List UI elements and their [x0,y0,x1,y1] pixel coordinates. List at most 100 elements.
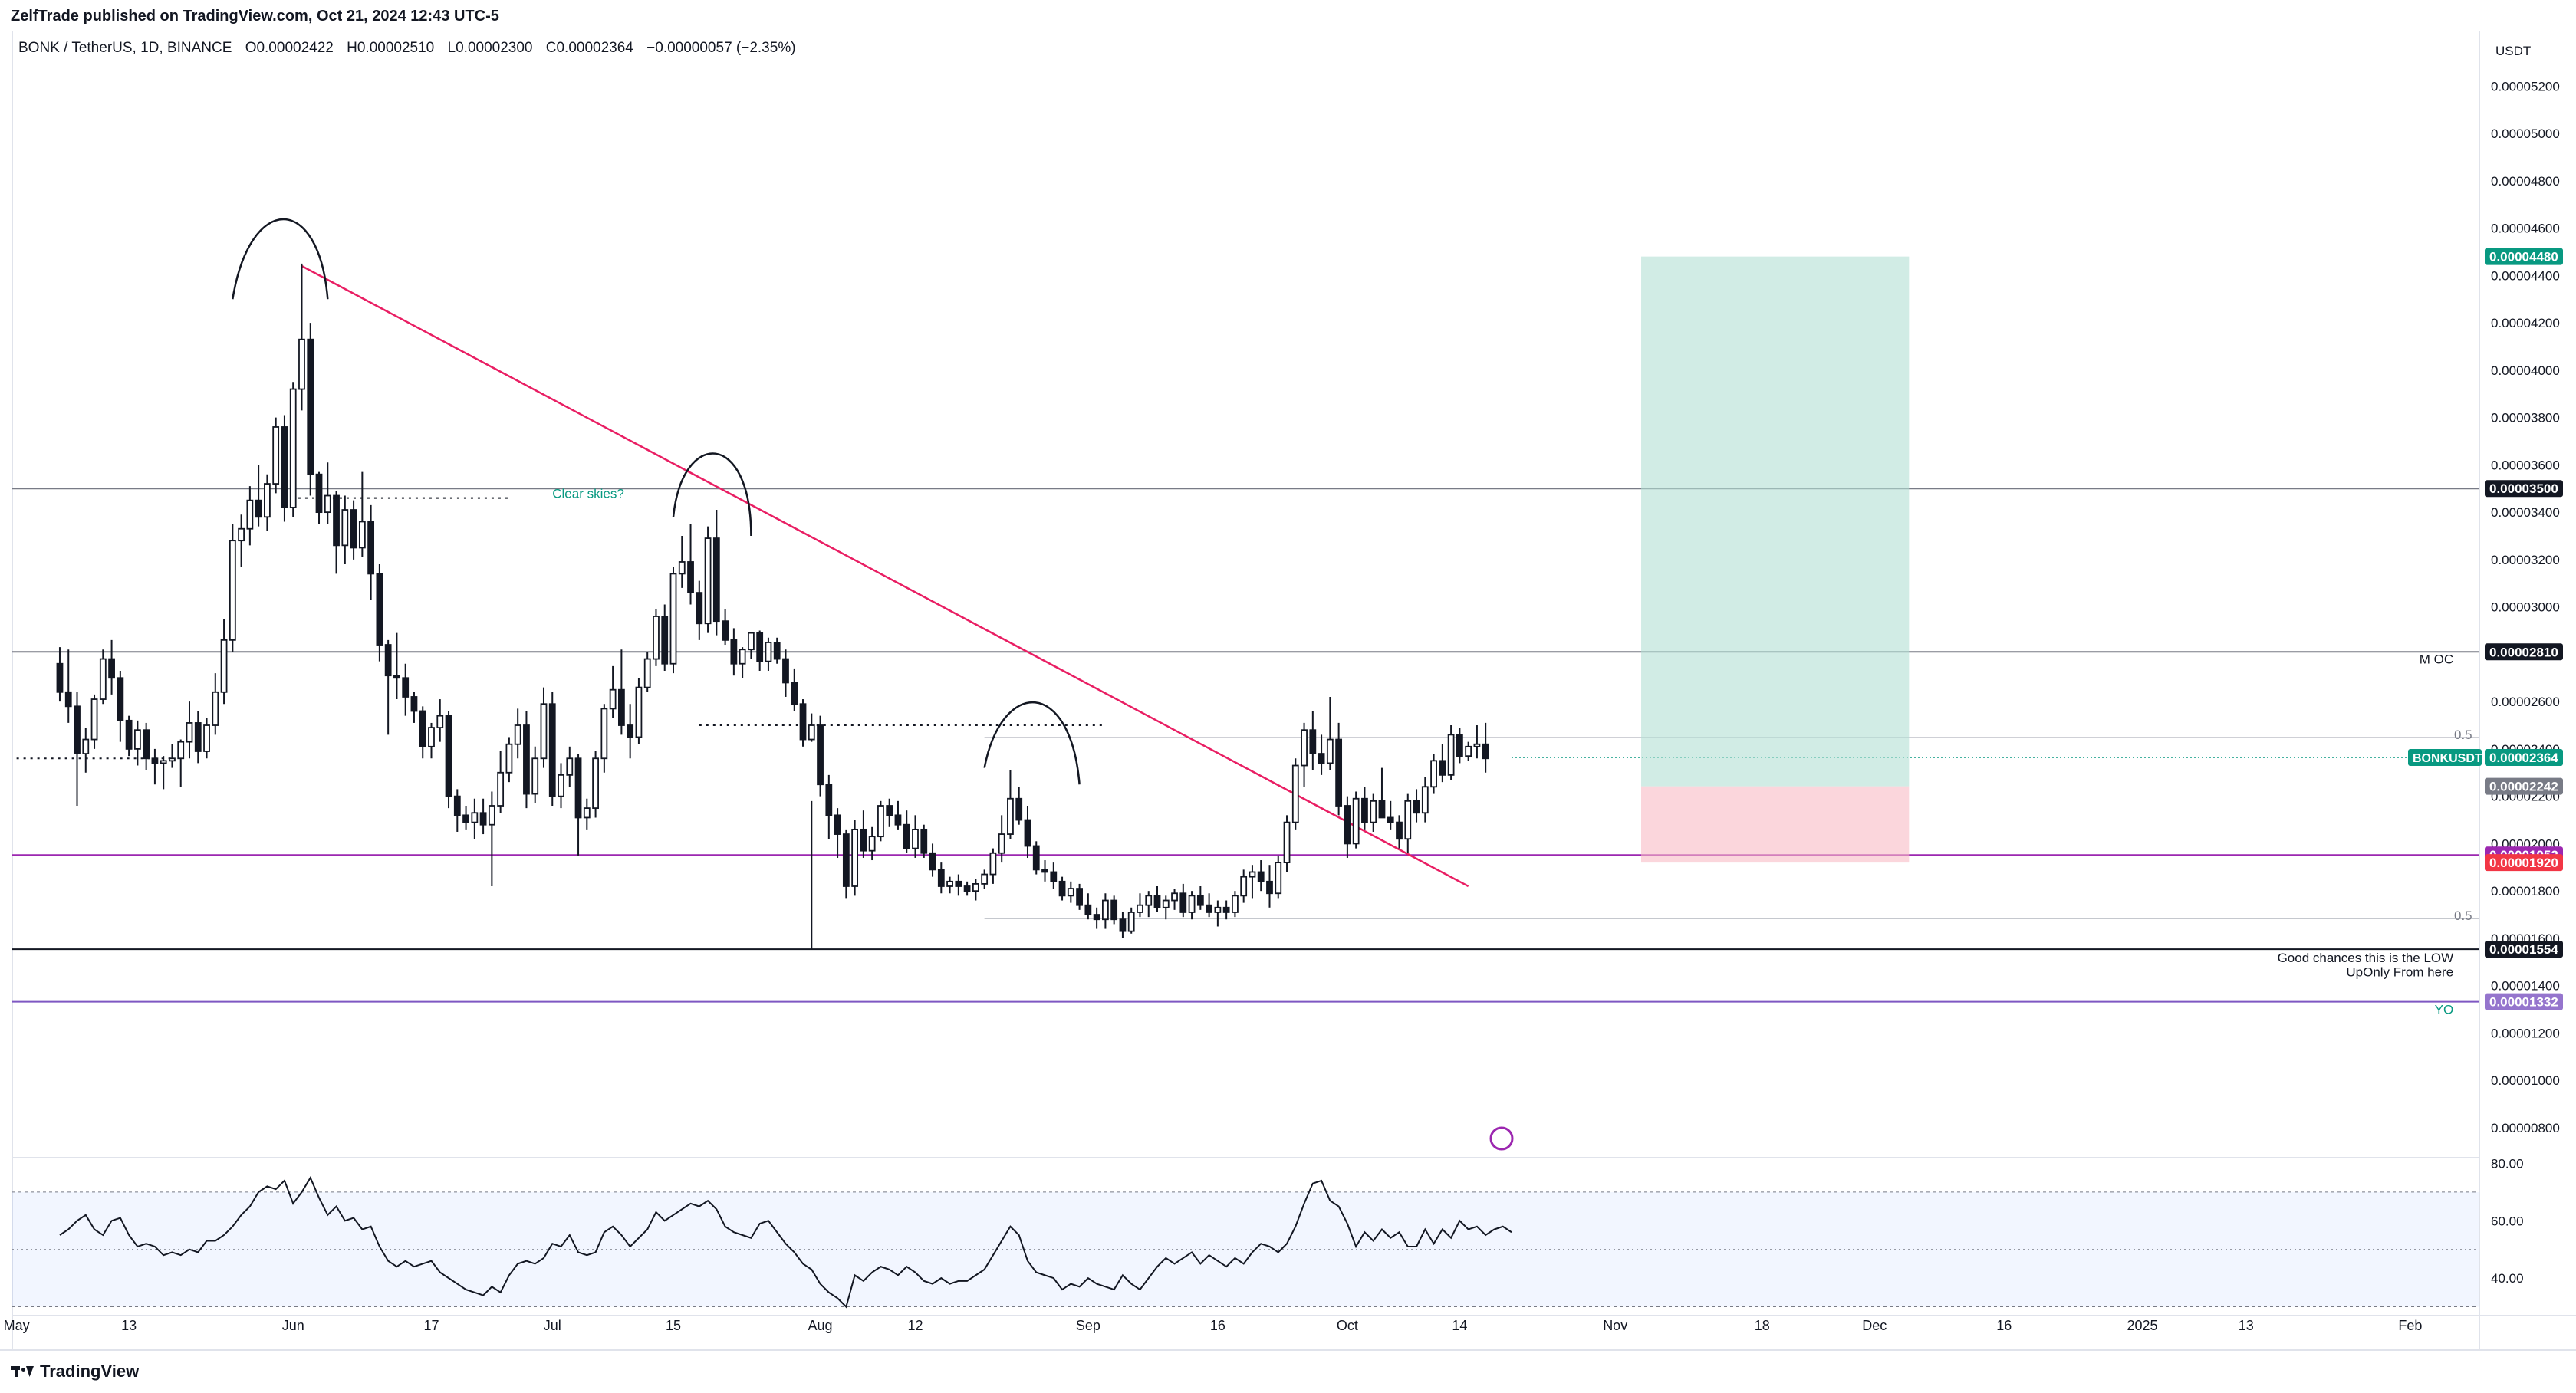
rsi-tick-label: 60.00 [2491,1214,2524,1228]
candle-up [1473,743,1481,747]
candle-up [90,698,98,741]
candle-down [834,814,841,835]
candle-down [1266,880,1273,895]
stop-price-tag [2485,854,2563,872]
candle-down [1041,869,1048,873]
candle-down [661,616,669,665]
candle-up [341,509,349,547]
candle-up [1465,745,1472,757]
candle-down [402,677,410,698]
candle-up [1188,895,1196,913]
price-tick-label: 0.00001800 [2491,884,2560,899]
price-tag-label: 0.00002810 [2489,645,2558,659]
tradingview-logo-icon [11,1365,34,1378]
ohlc-close: C0.00002364 [545,40,633,56]
price-tag [2485,643,2563,661]
candle-down [1179,892,1187,913]
price-tick-label: 0.00005200 [2491,79,2560,94]
horizontal-levels: 0.5 0.5 [12,488,2479,1003]
fib-level-label: 0.5 [2454,908,2472,923]
candle-down [955,880,962,887]
candle-down [1309,729,1317,754]
candle-down [1387,816,1394,823]
trendline[interactable] [301,264,1469,888]
chart-annotation: YO [2435,1003,2454,1017]
candle-down [712,537,720,623]
entry-price-tag [2485,777,2563,795]
price-axis[interactable]: USDT 0.00000800 0.00001000 0.00001200 0.0000… [2408,44,2563,1286]
candle-up [998,833,1005,854]
time-tick-label: Sep [1076,1318,1100,1333]
tradingview-logo[interactable]: TradingView [11,1362,139,1382]
symbol-title[interactable]: BONK / TetherUS, 1D, BINANCE [18,40,232,56]
candle-up [497,771,505,807]
rsi-tick-label: 40.00 [2491,1271,2524,1286]
price-tick-label: 0.00001000 [2491,1073,2560,1088]
candle-up [653,616,660,660]
candle-down [151,757,159,764]
chart-annotation: UpOnly From here [2346,964,2453,979]
tradingview-brand: TradingView [40,1362,140,1381]
candle-down [1058,880,1066,897]
candle-down [1439,760,1446,776]
candle-down [1050,871,1058,882]
time-tick-label: Oct [1337,1318,1358,1333]
candle-down [1015,797,1023,821]
rsi-tick-label: 80.00 [2491,1156,2524,1171]
candle-down [722,620,729,641]
time-tick-label: 2025 [2127,1318,2158,1333]
symbol-tag [2408,749,2482,767]
candle-up [877,805,884,838]
price-tick-label: 0.00003400 [2491,505,2560,520]
price-tick-label: 0.00004400 [2491,268,2560,283]
time-tick-label: Nov [1603,1318,1627,1333]
candle-up [289,388,297,508]
price-tick-label: 0.00003200 [2491,553,2560,567]
candle-up [851,828,859,887]
price-tag [2485,993,2563,1010]
candle-up [1370,800,1377,823]
candle-down [860,828,867,852]
candle-up [1102,899,1109,921]
stop-price-tag-label: 0.00001920 [2489,856,2558,870]
time-tick-label: 16 [1996,1318,2012,1333]
candle-down [782,658,789,684]
candle-down [791,682,798,705]
price-tag [2485,941,2563,958]
candle-down [194,722,202,752]
candle-up [1249,871,1256,878]
candle-down [920,828,928,854]
arc-drawings [232,218,1514,1151]
candle-up [428,727,435,747]
time-tick-label: 16 [1210,1318,1225,1333]
candle-up [229,540,236,641]
candle-down [1396,821,1403,840]
time-tick-label: 12 [907,1318,923,1333]
candle-up [643,658,651,688]
candle-down [773,642,781,660]
candle-up [592,757,599,809]
chart-canvas[interactable]: 0.5 0.5 Clear skies? M OC Good chances this… [0,31,2576,1349]
ohlc-open: O0.00002422 [245,40,334,56]
candle-up [912,828,919,849]
time-axis[interactable]: May 13 Jun 17 Jul 15 Aug 12 Sep 16 Oct 14 Nov 18 Dec 16… [4,1318,2423,1333]
long-position-tool[interactable] [1641,256,1910,863]
candle-down [281,426,288,508]
text-annotations: Clear skies? M OC Good chances this is the… [552,487,2453,1017]
candle-down [125,719,133,750]
candle-down [255,499,262,518]
candle-up [739,649,746,665]
candle-down [74,705,81,754]
candle-down [350,509,357,549]
candle-down [1361,797,1368,823]
candle-up [358,521,366,549]
candle-down [1222,906,1230,913]
candle-down [730,639,738,665]
candle-up [868,836,876,852]
price-tick-label: 0.00001400 [2491,979,2560,994]
candle-up [989,852,997,876]
price-tick-label: 0.00000800 [2491,1121,2560,1135]
candle-up [1240,876,1248,897]
candle-down [453,795,461,816]
chart-annotation: M OC [2420,652,2453,667]
